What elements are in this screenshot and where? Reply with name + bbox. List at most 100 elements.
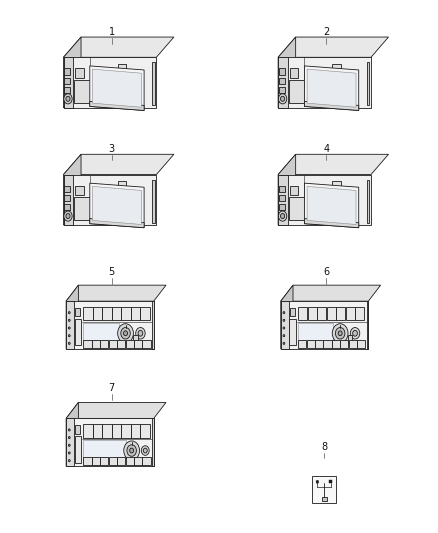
Bar	[134, 457, 142, 465]
Bar	[278, 175, 371, 225]
Bar	[152, 301, 154, 349]
Bar	[349, 340, 357, 348]
Bar	[66, 418, 74, 466]
Circle shape	[350, 327, 360, 339]
Bar	[75, 319, 81, 345]
Bar	[84, 340, 92, 348]
Bar	[112, 307, 121, 320]
Polygon shape	[278, 155, 389, 175]
Bar	[141, 307, 149, 320]
Circle shape	[279, 211, 287, 221]
Bar	[93, 424, 102, 438]
Bar	[84, 457, 92, 465]
Circle shape	[66, 214, 70, 219]
Bar	[118, 181, 126, 188]
Circle shape	[283, 335, 285, 337]
Bar	[74, 80, 116, 103]
Bar	[281, 301, 289, 349]
Bar	[278, 58, 371, 108]
Bar	[298, 307, 307, 320]
Bar	[367, 62, 369, 106]
Circle shape	[283, 312, 285, 314]
Bar	[152, 418, 154, 466]
Bar	[75, 425, 80, 434]
Circle shape	[68, 327, 70, 329]
Bar	[134, 340, 142, 348]
Bar	[332, 215, 341, 221]
Bar	[332, 198, 341, 205]
Bar	[307, 307, 317, 320]
Polygon shape	[307, 187, 356, 224]
Bar	[66, 418, 154, 466]
Bar	[64, 58, 73, 108]
Bar	[340, 340, 348, 348]
Bar	[64, 204, 70, 210]
Bar	[279, 68, 285, 75]
Bar	[64, 78, 70, 84]
Bar	[84, 323, 119, 343]
Bar	[118, 215, 126, 221]
Text: 6: 6	[323, 267, 329, 277]
Bar	[84, 424, 92, 438]
Circle shape	[280, 214, 285, 219]
Circle shape	[141, 446, 149, 455]
Bar	[332, 98, 341, 104]
Bar	[321, 497, 326, 501]
Circle shape	[68, 312, 70, 314]
Text: 2: 2	[323, 27, 329, 37]
Bar	[121, 307, 131, 320]
Bar	[290, 308, 294, 317]
Circle shape	[283, 319, 285, 321]
Bar	[290, 185, 298, 195]
Polygon shape	[304, 183, 359, 228]
Bar	[131, 424, 140, 438]
Bar	[84, 440, 126, 461]
Circle shape	[332, 324, 348, 343]
Bar	[152, 180, 155, 223]
Bar	[332, 206, 341, 213]
Circle shape	[68, 437, 70, 439]
Bar	[279, 204, 285, 210]
Bar	[279, 213, 285, 219]
Bar	[329, 480, 332, 483]
Bar	[102, 424, 112, 438]
Polygon shape	[90, 66, 144, 110]
Text: 5: 5	[109, 267, 115, 277]
Bar	[278, 175, 288, 225]
Bar	[93, 307, 102, 320]
Polygon shape	[90, 183, 144, 228]
Bar	[75, 308, 80, 317]
Bar	[332, 64, 341, 70]
Bar	[126, 340, 134, 348]
Bar	[367, 301, 368, 349]
Circle shape	[64, 211, 72, 221]
Bar	[117, 340, 125, 348]
Bar	[278, 58, 288, 108]
Bar	[64, 195, 70, 201]
Circle shape	[68, 319, 70, 321]
Polygon shape	[64, 155, 174, 175]
Bar	[332, 80, 341, 87]
Circle shape	[68, 342, 70, 344]
Bar	[64, 96, 70, 102]
Circle shape	[68, 459, 70, 462]
Bar	[332, 72, 341, 79]
Circle shape	[136, 327, 145, 339]
Bar	[64, 68, 70, 75]
Bar	[289, 80, 331, 103]
Bar	[118, 80, 126, 87]
Polygon shape	[92, 187, 141, 224]
Bar	[75, 436, 81, 463]
Bar	[102, 307, 112, 320]
Bar	[281, 301, 368, 349]
Circle shape	[124, 331, 127, 336]
Circle shape	[280, 96, 285, 101]
Bar	[367, 180, 369, 223]
Circle shape	[338, 331, 342, 336]
Bar	[117, 457, 125, 465]
Text: 8: 8	[321, 442, 327, 452]
Polygon shape	[281, 285, 381, 301]
Text: 4: 4	[323, 143, 329, 154]
Circle shape	[316, 480, 319, 483]
Bar	[64, 175, 156, 225]
